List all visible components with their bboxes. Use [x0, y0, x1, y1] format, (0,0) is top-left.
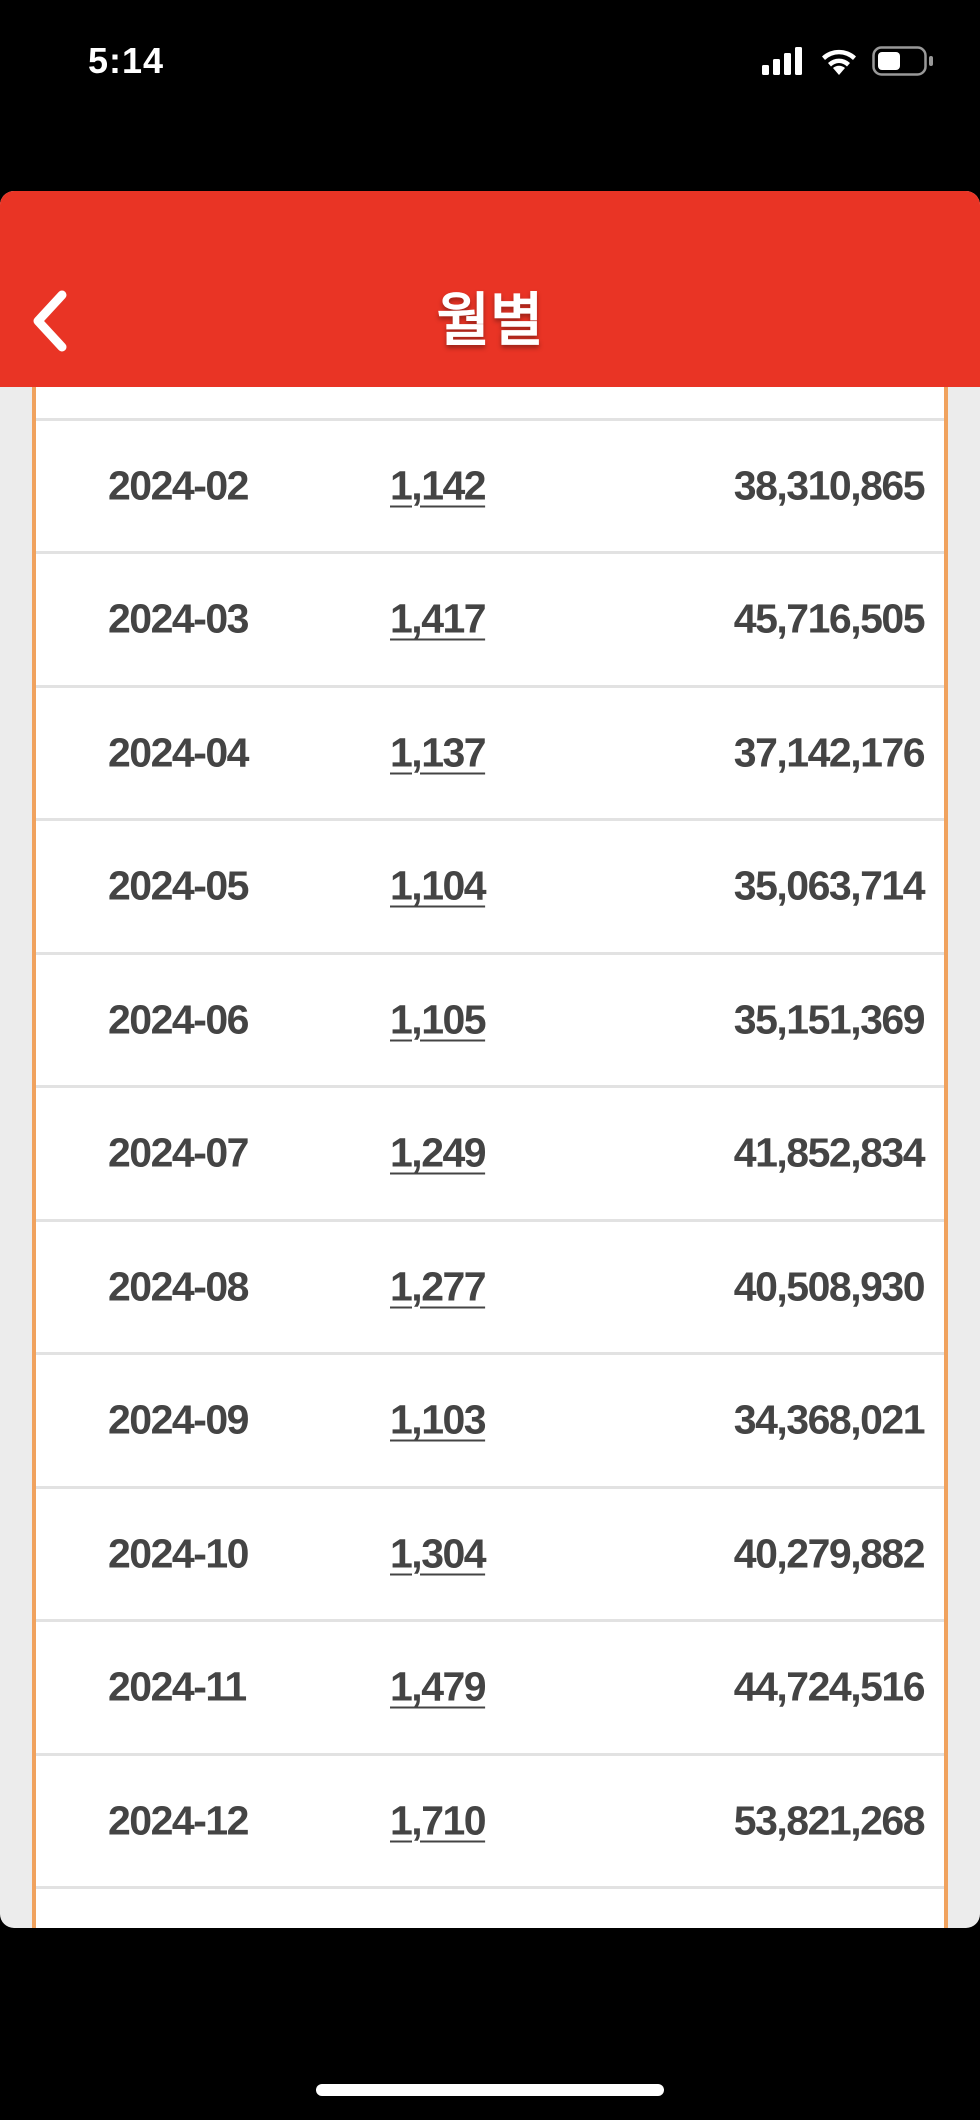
month-cell: 2024-08 — [108, 1263, 249, 1310]
count-link[interactable]: 1,277 — [390, 1263, 487, 1310]
amount-cell: 53,821,268 — [733, 1797, 926, 1844]
month-cell: 2024-05 — [108, 862, 249, 909]
status-bar: 5:14 — [0, 0, 980, 130]
month-cell: 2024-02 — [108, 462, 249, 509]
table-row: 2024-05 1,104 35,063,714 — [36, 821, 944, 955]
count-link[interactable]: 1,249 — [390, 1129, 487, 1176]
amount-cell: 40,279,882 — [733, 1530, 926, 1577]
content-sheet: 월별 2024-011,40347,009,923 2024-02 1,142 38,… — [0, 191, 980, 1928]
chevron-left-icon — [33, 290, 67, 352]
amount-cell: 38,310,865 — [733, 462, 926, 509]
count-link[interactable]: 1,304 — [390, 1530, 487, 1577]
count-link[interactable]: 1,710 — [390, 1797, 487, 1844]
page-title: 월별 — [436, 286, 544, 354]
month-cell: 2024-04 — [108, 729, 249, 776]
count-link[interactable]: 1,417 — [390, 595, 487, 642]
count-link[interactable]: 1,137 — [390, 729, 487, 776]
amount-cell: 44,724,516 — [733, 1663, 926, 1710]
month-cell: 2024-06 — [108, 996, 249, 1043]
status-time: 5:14 — [88, 40, 165, 81]
monthly-table[interactable]: 2024-011,40347,009,923 2024-02 1,142 38,310… — [32, 387, 948, 1928]
table-row: 2024-011,40347,009,923 — [36, 387, 944, 421]
month-cell: 2024-11 — [108, 1663, 247, 1710]
table-row: 2024-12 1,710 53,821,268 — [36, 1756, 944, 1889]
month-cell: 2024-03 — [108, 595, 249, 642]
back-button[interactable] — [20, 281, 80, 361]
amount-cell: 37,142,176 — [733, 729, 926, 776]
amount-cell: 34,368,021 — [733, 1396, 926, 1443]
amount-cell: 35,063,714 — [733, 862, 926, 909]
month-cell: 2024-12 — [108, 1797, 249, 1844]
table-row: 2024-04 1,137 37,142,176 — [36, 688, 944, 821]
table-row: 2024-02 1,142 38,310,865 — [36, 421, 944, 554]
table-row: 2024-03 1,417 45,716,505 — [36, 554, 944, 688]
table-row: 2024-11 1,479 44,724,516 — [36, 1622, 944, 1756]
table-row: 2024-07 1,249 41,852,834 — [36, 1088, 944, 1222]
month-cell: 2024-07 — [108, 1129, 249, 1176]
count-link[interactable]: 1,103 — [390, 1396, 487, 1443]
month-cell: 2024-10 — [108, 1530, 249, 1577]
signal-icon — [762, 47, 806, 80]
amount-cell: 40,508,930 — [733, 1263, 926, 1310]
month-cell: 2024-09 — [108, 1396, 249, 1443]
header-bar: 월별 — [0, 191, 980, 387]
home-indicator[interactable] — [316, 2084, 664, 2096]
table-row: 2024-08 1,277 40,508,930 — [36, 1222, 944, 1355]
table-row: 2024-09 1,103 34,368,021 — [36, 1355, 944, 1489]
amount-cell: 35,151,369 — [733, 996, 926, 1043]
status-icons — [762, 46, 934, 81]
count-link[interactable]: 1,104 — [390, 862, 487, 909]
battery-icon — [872, 46, 934, 81]
table-row: 2024-06 1,105 35,151,369 — [36, 955, 944, 1088]
table-row: 2024-10 1,304 40,279,882 — [36, 1489, 944, 1622]
count-link[interactable]: 1,479 — [390, 1663, 487, 1710]
table-body: 2024-011,40347,009,923 2024-02 1,142 38,310… — [36, 387, 944, 1889]
count-link[interactable]: 1,105 — [390, 996, 487, 1043]
count-link[interactable]: 1,142 — [390, 462, 487, 509]
amount-cell: 41,852,834 — [733, 1129, 926, 1176]
wifi-icon — [820, 47, 858, 80]
amount-cell: 45,716,505 — [733, 595, 926, 642]
